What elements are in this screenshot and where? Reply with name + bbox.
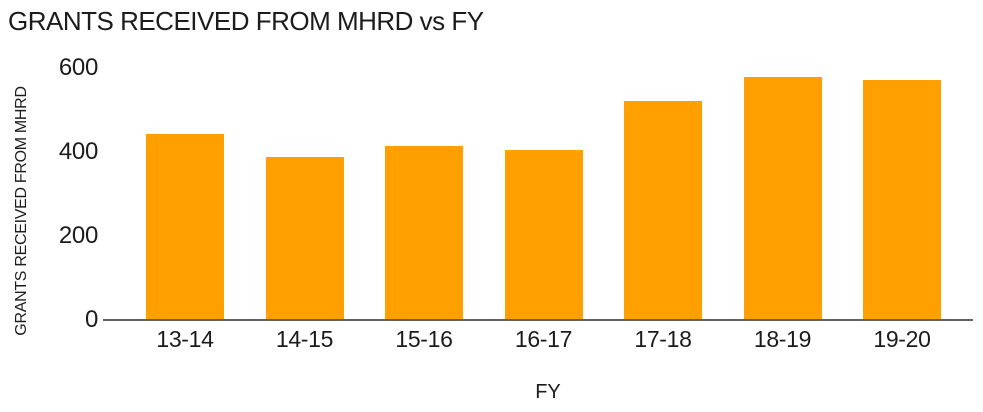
y-tick-label-0: 0 (84, 306, 98, 333)
bar-16-17 (504, 150, 583, 320)
x-tick-label-13-14: 13-14 (156, 326, 214, 352)
x-tick-label-19-20: 19-20 (873, 326, 931, 352)
bar-15-16 (385, 146, 463, 320)
x-axis-line (103, 319, 973, 321)
bar-14-15 (265, 157, 344, 320)
bar-13-14 (146, 134, 224, 320)
x-tick-label-14-15: 14-15 (275, 326, 334, 352)
y-tick-label-200: 200 (58, 222, 98, 249)
x-tick-label-16-17: 16-17 (514, 326, 573, 352)
y-axis-title: GRANTS RECEIVED FROM MHRD (13, 86, 30, 336)
x-tick-label-15-16: 15-16 (395, 326, 453, 352)
y-tick-label-400: 400 (58, 138, 98, 165)
bar-17-18 (624, 101, 702, 320)
x-tick-label-18-19: 18-19 (753, 326, 812, 352)
x-axis-title: FY (535, 381, 561, 403)
y-tick-label-600: 600 (58, 54, 98, 81)
x-tick-label-17-18: 17-18 (634, 326, 692, 352)
bar-19-20 (863, 80, 941, 320)
chart-title: GRANTS RECEIVED FROM MHRD vs FY (8, 6, 484, 36)
bar-18-19 (743, 77, 822, 320)
